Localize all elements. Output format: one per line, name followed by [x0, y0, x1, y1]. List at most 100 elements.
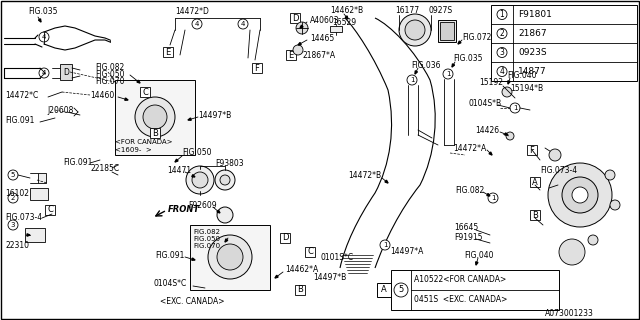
Circle shape	[506, 132, 514, 140]
Polygon shape	[458, 41, 461, 44]
Text: FIG.070: FIG.070	[193, 243, 220, 249]
Circle shape	[217, 207, 233, 223]
Text: 14497*A: 14497*A	[390, 247, 424, 257]
Text: <FOR CANADA>: <FOR CANADA>	[115, 139, 173, 145]
Text: 14472*B: 14472*B	[348, 171, 381, 180]
Text: 14460: 14460	[90, 91, 115, 100]
Circle shape	[559, 239, 585, 265]
Bar	[530, 210, 540, 220]
Bar	[163, 47, 173, 57]
Circle shape	[135, 97, 175, 137]
Text: 14472*A: 14472*A	[453, 143, 486, 153]
Text: <1609-  >: <1609- >	[115, 147, 152, 153]
Text: 22310: 22310	[5, 241, 29, 250]
Text: FIG.091: FIG.091	[5, 116, 35, 124]
Text: 4: 4	[241, 21, 245, 27]
Circle shape	[238, 19, 248, 29]
Polygon shape	[345, 16, 348, 19]
Text: 22185C: 22185C	[90, 164, 119, 172]
Circle shape	[394, 283, 408, 297]
Polygon shape	[225, 239, 228, 242]
Text: E: E	[289, 51, 294, 60]
Bar	[45, 205, 55, 215]
Circle shape	[572, 187, 588, 203]
Circle shape	[39, 68, 49, 78]
Text: C: C	[142, 87, 148, 97]
Text: 4: 4	[42, 70, 46, 76]
Polygon shape	[125, 98, 128, 100]
Polygon shape	[415, 71, 417, 74]
Bar	[252, 63, 262, 73]
Circle shape	[405, 20, 425, 40]
Polygon shape	[508, 81, 510, 84]
Polygon shape	[188, 118, 191, 120]
Text: B: B	[297, 285, 303, 294]
Bar	[438, 20, 456, 42]
Text: FIG.082: FIG.082	[193, 229, 220, 235]
Polygon shape	[476, 262, 478, 265]
Bar	[190, 225, 270, 290]
Polygon shape	[452, 64, 454, 67]
Text: 1: 1	[383, 242, 387, 248]
Polygon shape	[505, 133, 508, 135]
Text: <EXC. CANADA>: <EXC. CANADA>	[160, 298, 225, 307]
Text: FIG.070: FIG.070	[95, 76, 125, 85]
Bar	[140, 87, 150, 97]
Text: 14465: 14465	[310, 34, 334, 43]
Circle shape	[549, 149, 561, 161]
Text: E: E	[165, 47, 171, 57]
Text: 2: 2	[500, 29, 504, 38]
Bar	[25, 228, 45, 242]
Text: FIG.082: FIG.082	[95, 62, 124, 71]
Text: 1: 1	[513, 105, 517, 111]
Text: 3: 3	[11, 222, 15, 228]
Text: C: C	[47, 205, 53, 214]
Text: 1: 1	[491, 195, 495, 201]
Text: FIG.050: FIG.050	[95, 69, 125, 78]
Text: 14497*B: 14497*B	[313, 274, 346, 283]
Text: F: F	[255, 63, 259, 73]
Text: F: F	[529, 146, 534, 155]
Circle shape	[143, 105, 167, 129]
Circle shape	[443, 69, 453, 79]
PathPatch shape	[340, 18, 440, 268]
Text: 5: 5	[398, 285, 404, 294]
Text: FIG.091: FIG.091	[63, 157, 92, 166]
Circle shape	[380, 240, 390, 250]
Text: FIG.035: FIG.035	[453, 53, 483, 62]
Circle shape	[192, 19, 202, 29]
Circle shape	[407, 75, 417, 85]
Text: B: B	[532, 211, 538, 220]
Polygon shape	[38, 19, 41, 22]
Bar	[290, 13, 300, 23]
Text: A073001233: A073001233	[545, 308, 594, 317]
Text: A40603: A40603	[310, 15, 340, 25]
Polygon shape	[489, 152, 492, 155]
Circle shape	[605, 170, 615, 180]
Text: 1: 1	[445, 71, 451, 77]
Text: FIG.072: FIG.072	[462, 33, 492, 42]
Text: D: D	[292, 13, 298, 22]
Circle shape	[497, 10, 507, 20]
Circle shape	[293, 45, 303, 55]
Bar	[280, 233, 290, 243]
Text: J20608: J20608	[47, 106, 74, 115]
Text: F91801: F91801	[518, 10, 552, 19]
Circle shape	[296, 22, 308, 34]
Text: 14462*B: 14462*B	[330, 5, 363, 14]
Circle shape	[610, 200, 620, 210]
Circle shape	[562, 177, 598, 213]
Text: 15192: 15192	[479, 77, 503, 86]
Text: 21867*A: 21867*A	[302, 51, 335, 60]
Bar	[440, 22, 454, 40]
Text: F93803: F93803	[215, 158, 244, 167]
Text: 1: 1	[500, 10, 504, 19]
Circle shape	[502, 87, 512, 97]
Text: 14426: 14426	[475, 125, 499, 134]
Circle shape	[8, 193, 18, 203]
Text: 5: 5	[11, 172, 15, 178]
Text: 4: 4	[500, 67, 504, 76]
Text: 16529: 16529	[332, 18, 356, 27]
Circle shape	[510, 103, 520, 113]
Text: A: A	[532, 178, 538, 187]
